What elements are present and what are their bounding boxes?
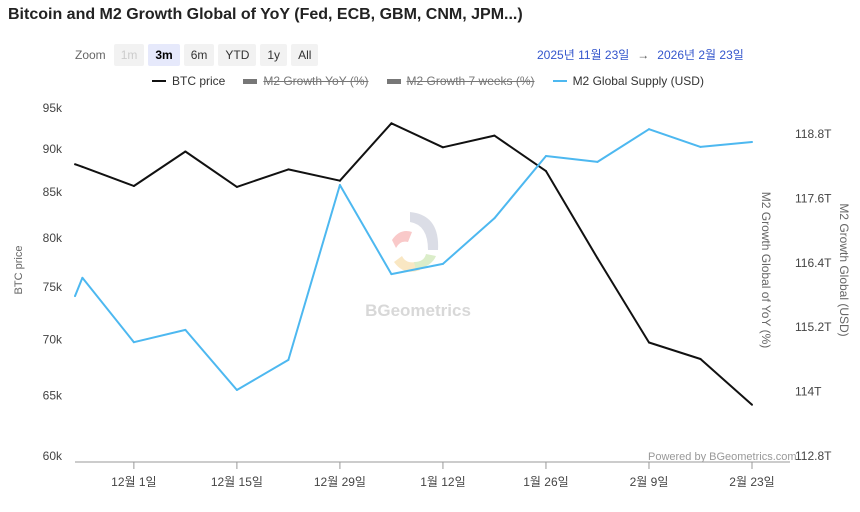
y-left-tick-label: 95k xyxy=(43,101,63,115)
legend-label: M2 Growth YoY (%) xyxy=(263,74,369,88)
data-point xyxy=(81,165,84,168)
x-tick-label: 12월 15일 xyxy=(211,475,263,489)
data-point xyxy=(338,179,341,182)
x-tick-label: 2월 9일 xyxy=(630,475,669,489)
credit-link[interactable]: Powered by BGeometrics.com xyxy=(648,451,797,463)
y-left-tick-label: 70k xyxy=(43,332,63,346)
y-right-title: M2 Growth Global (USD) xyxy=(837,203,851,336)
y-right-tick-label: 116.4T xyxy=(795,256,832,270)
zoom-6m-button[interactable]: 6m xyxy=(183,44,215,66)
legend-label: M2 Growth 7 weeks (%) xyxy=(406,74,535,88)
data-point xyxy=(493,134,496,137)
data-point xyxy=(184,328,187,331)
y-left-tick-label: 80k xyxy=(43,231,63,245)
data-point xyxy=(699,357,702,360)
legend-label: BTC price xyxy=(172,74,226,88)
zoom-label: Zoom xyxy=(75,48,106,62)
legend-swatch xyxy=(552,80,567,82)
data-point xyxy=(647,341,650,344)
data-point xyxy=(390,122,393,125)
x-tick-label: 12월 29일 xyxy=(314,475,366,489)
data-point xyxy=(81,276,84,279)
legend-swatch xyxy=(152,80,166,82)
data-point xyxy=(132,341,135,344)
data-point xyxy=(287,358,290,361)
legend-label: M2 Global Supply (USD) xyxy=(572,74,704,88)
watermark-text: BGeometrics xyxy=(365,301,471,320)
data-point xyxy=(184,150,187,153)
date-range: 2025년 11월 23일 → 2026년 2월 23일 xyxy=(537,46,744,63)
data-point xyxy=(235,185,238,188)
range-to[interactable]: 2026년 2월 23일 xyxy=(657,48,744,62)
x-tick-label: 12월 1일 xyxy=(111,475,156,489)
y-left-tick-label: 60k xyxy=(43,449,63,463)
data-point xyxy=(544,155,547,158)
data-point xyxy=(544,170,547,173)
legend-item-m2-7weeks[interactable]: M2 Growth 7 weeks (%) xyxy=(386,74,535,88)
legend-item-m2-yoy[interactable]: M2 Growth YoY (%) xyxy=(243,74,369,88)
y-mid-title: M2 Growth Global of YoY (%) xyxy=(759,192,773,349)
data-point xyxy=(699,145,702,148)
data-point xyxy=(596,257,599,260)
data-point xyxy=(235,388,238,391)
y-right-tick-label: 112.8T xyxy=(795,449,832,463)
y-left-tick-label: 75k xyxy=(43,280,63,294)
data-point xyxy=(390,273,393,276)
data-point xyxy=(751,141,753,144)
legend: BTC price M2 Growth YoY (%) M2 Growth 7 … xyxy=(152,74,704,88)
y-right-tick-label: 114T xyxy=(795,385,822,399)
chart-title: Bitcoin and M2 Growth Global of YoY (Fed… xyxy=(8,6,523,23)
y-left-tick-label: 85k xyxy=(43,185,63,199)
data-point xyxy=(132,185,135,188)
data-point xyxy=(493,217,496,220)
legend-item-btc[interactable]: BTC price xyxy=(152,74,225,88)
y-left-title: BTC price xyxy=(13,246,25,295)
zoom-1m-button[interactable]: 1m xyxy=(113,44,145,66)
data-point xyxy=(441,146,444,149)
data-point xyxy=(441,262,444,265)
x-tick-label: 1월 26일 xyxy=(523,475,568,489)
y-right-tick-label: 118.8T xyxy=(795,127,832,141)
zoom-selector: Zoom 1m 3m 6m YTD 1y All xyxy=(75,44,319,66)
series-line-m2-global-supply-usd- xyxy=(74,128,753,391)
x-tick-label: 2월 23일 xyxy=(729,475,774,489)
data-point xyxy=(751,403,753,406)
range-arrow: → xyxy=(637,48,650,62)
legend-swatch xyxy=(386,78,401,84)
legend-item-m2-supply[interactable]: M2 Global Supply (USD) xyxy=(552,74,704,88)
y-right-tick-label: 117.6T xyxy=(795,191,832,205)
data-point xyxy=(338,183,341,186)
y-left-tick-label: 65k xyxy=(43,388,63,402)
data-point xyxy=(287,168,290,171)
y-left-tick-label: 90k xyxy=(43,142,63,156)
watermark-logo xyxy=(392,212,439,272)
range-from[interactable]: 2025년 11월 23일 xyxy=(537,48,630,62)
zoom-all-button[interactable]: All xyxy=(291,44,319,66)
zoom-1y-button[interactable]: 1y xyxy=(260,44,288,66)
zoom-ytd-button[interactable]: YTD xyxy=(218,44,257,66)
data-point xyxy=(647,128,650,131)
x-tick-label: 1월 12일 xyxy=(420,475,465,489)
data-point xyxy=(596,160,599,163)
data-point xyxy=(74,295,76,298)
data-point xyxy=(74,163,76,166)
zoom-3m-button[interactable]: 3m xyxy=(148,44,180,66)
y-right-tick-label: 115.2T xyxy=(795,320,832,334)
legend-swatch xyxy=(243,78,258,84)
